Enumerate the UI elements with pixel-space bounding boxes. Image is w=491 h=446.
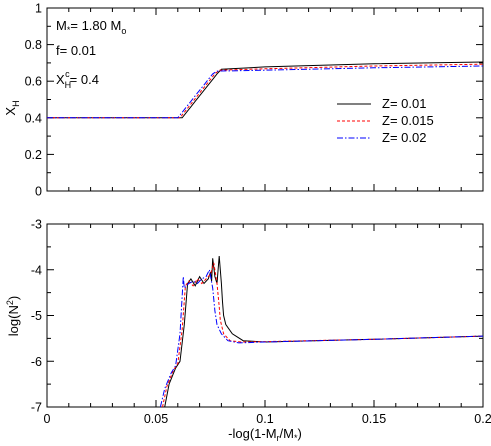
- top-y-tick-labels: 0 0.2 0.4 0.6 0.8 1: [25, 2, 42, 199]
- legend-label-z001: Z= 0.01: [382, 96, 426, 111]
- bottom-series-group: [159, 255, 484, 408]
- legend: Z= 0.01 Z= 0.015 Z= 0.02: [337, 96, 434, 145]
- bottom-series-line-z-0-02: [159, 268, 484, 408]
- annotation-f: f= 0.01: [56, 43, 96, 58]
- bottom-x-tick-label: 0.1: [256, 412, 273, 426]
- top-series-line-z-0-015: [47, 63, 484, 119]
- bottom-x-tick-label: 0.2: [474, 412, 491, 426]
- bottom-y-tick-label: -7: [31, 401, 42, 415]
- top-y-tick-label: 0.8: [25, 38, 42, 52]
- bottom-y-axis-label: log(N2): [5, 296, 21, 336]
- annotation-xhc: XHc= 0.4: [56, 69, 99, 90]
- bottom-y-tick-label: -3: [31, 218, 42, 232]
- top-series-line-z-0-02: [47, 65, 484, 119]
- top-ticks: [46, 7, 484, 192]
- bottom-x-tick-label: 0: [44, 412, 51, 426]
- top-y-axis-label: XH: [3, 100, 21, 115]
- bottom-plot-frame: [46, 223, 484, 408]
- bottom-series-line-z-0-01: [164, 255, 484, 408]
- top-y-tick-label: 1: [35, 2, 42, 16]
- bottom-y-tick-label: -6: [31, 355, 42, 369]
- bottom-x-tick-label: 0.05: [144, 412, 168, 426]
- top-y-tick-label: 0.2: [25, 148, 42, 162]
- top-y-tick-label: 0.6: [25, 75, 42, 89]
- bottom-x-tick-label: 0.15: [362, 412, 386, 426]
- top-panel: 0 0.2 0.4 0.6 0.8 1 XH M*= 1.80 Mo f= 0.01 XH…: [3, 2, 484, 199]
- legend-label-z0015: Z= 0.015: [382, 113, 434, 128]
- bottom-y-tick-labels: -7 -6 -5 -4 -3: [31, 218, 42, 415]
- top-series-line-z-0-01: [47, 61, 484, 119]
- bottom-series-line-z-0-015: [162, 262, 484, 408]
- legend-label-z002: Z= 0.02: [382, 130, 426, 145]
- bottom-y-tick-label: -4: [31, 263, 42, 277]
- top-y-tick-label: 0.4: [25, 111, 42, 125]
- top-y-tick-label: 0: [35, 185, 42, 199]
- bottom-x-axis-label: -log(1-Mr/M*): [228, 426, 302, 443]
- bottom-panel: -7 -6 -5 -4 -3 0 0.05 0.1 0.15 0.2 log(N2) -log(…: [5, 218, 491, 444]
- bottom-y-tick-label: -5: [31, 309, 42, 323]
- bottom-ticks: [46, 223, 484, 408]
- annotation-mass: M*= 1.80 Mo: [56, 18, 126, 36]
- top-series-group: [47, 61, 484, 119]
- bottom-x-tick-labels: 0 0.05 0.1 0.15 0.2: [44, 412, 491, 426]
